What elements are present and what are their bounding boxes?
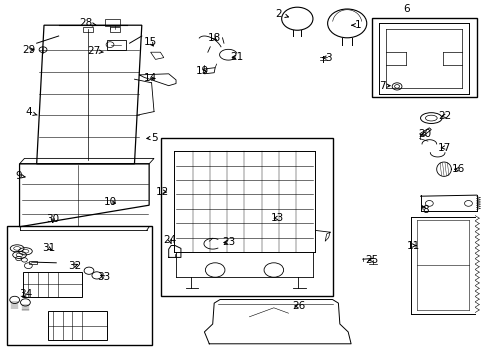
Text: 3: 3	[322, 53, 331, 63]
Text: 19: 19	[196, 66, 209, 76]
Text: 6: 6	[403, 4, 409, 14]
Text: 9: 9	[15, 171, 25, 181]
Text: 4: 4	[25, 107, 37, 117]
Bar	[23, 272, 82, 297]
Text: 27: 27	[87, 46, 103, 56]
Text: 14: 14	[143, 73, 157, 84]
Bar	[161, 138, 332, 296]
Bar	[371, 18, 476, 97]
Text: 34: 34	[19, 289, 32, 300]
Text: 1: 1	[351, 20, 361, 30]
Text: 32: 32	[67, 261, 81, 271]
Text: 26: 26	[292, 301, 305, 311]
Text: 10: 10	[103, 197, 116, 207]
Bar	[29, 261, 37, 264]
Text: 29: 29	[22, 45, 36, 55]
Bar	[105, 19, 120, 26]
Bar	[7, 226, 151, 345]
Bar	[106, 40, 126, 50]
Bar	[83, 27, 93, 32]
Text: 30: 30	[46, 214, 59, 224]
Text: 18: 18	[207, 33, 221, 43]
Text: 15: 15	[143, 37, 157, 48]
Text: 28: 28	[79, 18, 96, 28]
Text: 24: 24	[163, 235, 177, 246]
Text: 17: 17	[436, 143, 450, 153]
Text: 13: 13	[270, 213, 284, 223]
Text: 20: 20	[417, 129, 430, 139]
Text: 21: 21	[230, 52, 244, 62]
Bar	[48, 311, 106, 340]
Text: 22: 22	[437, 111, 451, 121]
Text: 16: 16	[450, 164, 464, 174]
Text: 2: 2	[275, 9, 288, 19]
Text: 12: 12	[155, 186, 169, 197]
Text: 8: 8	[421, 204, 428, 215]
Text: 33: 33	[97, 272, 110, 282]
Text: 23: 23	[222, 237, 235, 247]
Text: 25: 25	[364, 255, 378, 265]
Text: 11: 11	[406, 240, 419, 251]
Text: 5: 5	[146, 132, 158, 143]
Text: 31: 31	[42, 243, 56, 253]
Bar	[110, 27, 120, 32]
Text: 7: 7	[378, 81, 389, 91]
